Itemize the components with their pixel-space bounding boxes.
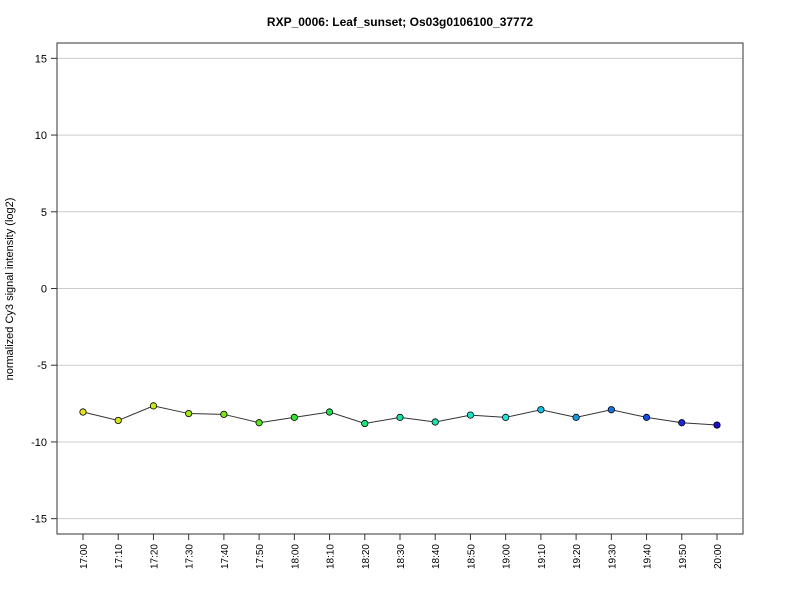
x-tick-label: 18:00 [290, 544, 301, 569]
x-tick-label: 17:50 [255, 544, 266, 569]
y-tick-label: 10 [35, 130, 47, 142]
data-point [607, 406, 615, 414]
y-tick-label: -10 [31, 437, 47, 449]
data-point [361, 419, 369, 428]
data-point [466, 411, 475, 419]
data-point [185, 409, 193, 418]
data-point [114, 416, 122, 425]
x-tick-label: 18:50 [466, 544, 477, 569]
data-point [678, 419, 686, 427]
y-tick-label: 15 [35, 53, 47, 65]
x-tick-label: 19:40 [643, 544, 654, 569]
x-tick-label: 19:20 [572, 544, 583, 569]
data-series [79, 402, 721, 429]
x-tick-label: 17:40 [220, 544, 231, 569]
data-point [149, 402, 158, 410]
data-point [502, 413, 510, 421]
x-tick-label: 18:30 [396, 544, 407, 569]
x-tick-label: 19:50 [678, 544, 689, 569]
x-tick-label: 19:00 [502, 544, 513, 569]
data-point [79, 408, 87, 416]
axes: -15 -10 -5 0 5 10 15 17:00 17:10 17:20 17:30 17:40 1… [31, 53, 724, 569]
data-point [255, 419, 263, 427]
x-tick-label: 18:40 [431, 544, 442, 569]
grid-lines [57, 57, 743, 520]
x-tick-label: 17:30 [185, 544, 196, 569]
y-tick-label: 0 [41, 284, 47, 296]
data-point [220, 410, 228, 418]
data-point [396, 413, 404, 421]
data-point [431, 418, 439, 426]
data-point [537, 406, 545, 414]
y-tick-label: -5 [37, 360, 47, 372]
x-tick-label: 19:30 [607, 544, 618, 569]
data-point [713, 421, 721, 429]
data-point [642, 413, 651, 421]
y-tick-label: -15 [31, 514, 47, 526]
data-point [325, 408, 334, 416]
y-tick-label: 5 [41, 207, 47, 219]
x-tick-label: 20:00 [713, 544, 724, 569]
x-tick-label: 18:10 [326, 544, 337, 569]
data-point [572, 413, 580, 421]
data-point [290, 413, 298, 421]
plot-frame [56, 42, 744, 535]
x-tick-label: 17:00 [79, 544, 90, 569]
x-tick-label: 17:20 [149, 544, 160, 569]
x-tick-label: 18:20 [361, 544, 372, 569]
y-axis-label: normalized Cy3 signal intensity (log2) [4, 198, 16, 381]
x-tick-label: 19:10 [537, 544, 548, 569]
x-tick-label: 17:10 [114, 544, 125, 569]
chart-title: RXP_0006: Leaf_sunset; Os03g0106100_3777… [267, 15, 534, 29]
